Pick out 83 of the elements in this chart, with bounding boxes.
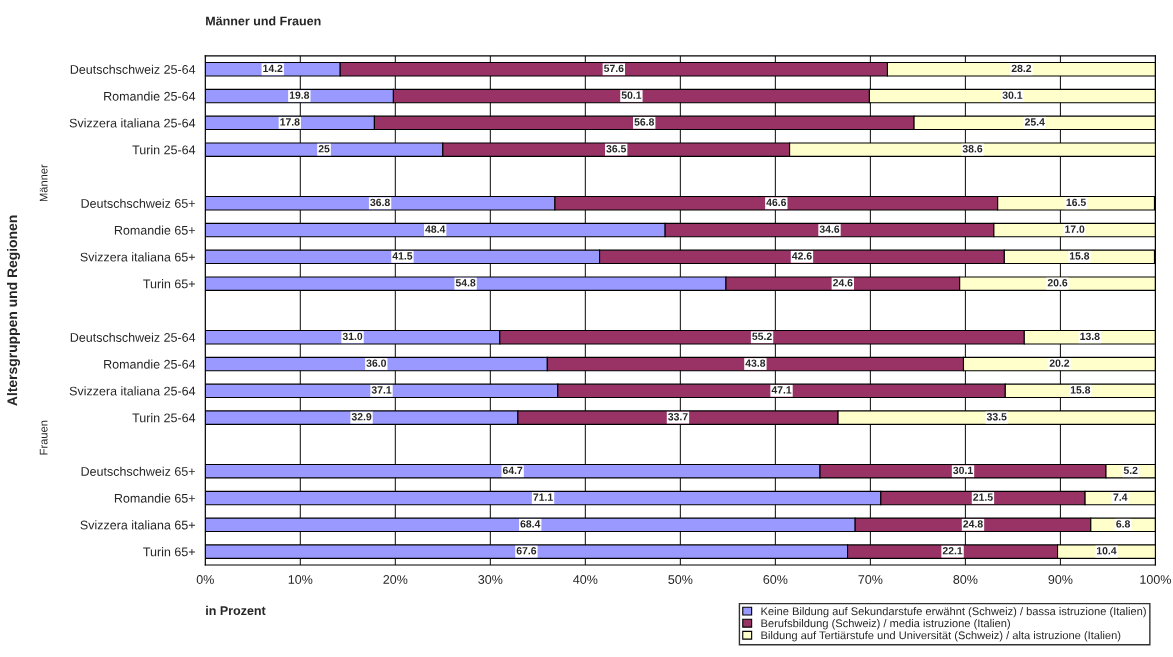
data-label: 31.0 xyxy=(342,332,363,341)
data-label: 20.6 xyxy=(1047,279,1068,287)
data-label: 33.7 xyxy=(668,413,688,421)
y-tick-label: Turin 65+ xyxy=(143,279,195,289)
data-label: 30.1 xyxy=(1002,91,1023,99)
data-label: 46.6 xyxy=(766,198,787,207)
data-label: 50.1 xyxy=(621,91,642,99)
data-label: 21.5 xyxy=(973,493,993,501)
data-label: 28.2 xyxy=(1011,64,1032,73)
data-label: 36.0 xyxy=(366,359,387,367)
data-label: 25 xyxy=(318,145,330,153)
data-label: 42.6 xyxy=(791,252,812,260)
x-tick-label: 60% xyxy=(763,575,788,584)
data-label: 37.1 xyxy=(371,386,392,394)
y-tick-label: Romandie 25-64 xyxy=(104,359,196,369)
data-label: 6.8 xyxy=(1116,520,1131,528)
data-label: 67.6 xyxy=(516,547,537,555)
legend-label: Keine Bildung auf Sekundarstufe erwähnt (Schweiz) / bassa istruzione (Italien) xyxy=(761,607,1146,618)
data-label: 14.2 xyxy=(263,64,283,72)
data-label: 25.4 xyxy=(1024,118,1045,126)
y-tick-label: Romandie 25-64 xyxy=(104,91,196,101)
x-tick-label: 10% xyxy=(288,575,313,584)
text: Frauen xyxy=(39,420,48,455)
data-label: 43.8 xyxy=(745,359,766,367)
data-label: 5.2 xyxy=(1123,466,1138,475)
data-label: 16.5 xyxy=(1066,198,1086,207)
data-label: 55.2 xyxy=(752,332,772,341)
legend-label: Berufsbildung (Schweiz) / media istruzione (Italien) xyxy=(761,619,1010,630)
y-tick-label: Turin 25-64 xyxy=(132,145,196,155)
y-tick-label: Romandie 65+ xyxy=(114,493,195,503)
data-label: 48.4 xyxy=(425,225,446,233)
data-label: 71.1 xyxy=(533,493,553,501)
data-label: 24.8 xyxy=(963,520,983,528)
x-tick-label: 70% xyxy=(858,575,883,584)
y-tick-label: Romandie 65+ xyxy=(114,225,195,235)
data-label: 32.9 xyxy=(351,413,372,421)
y-axis-title: Altersgruppen und Regionen xyxy=(6,215,20,406)
x-tick-label: 30% xyxy=(478,575,503,584)
data-label: 30.1 xyxy=(953,466,973,475)
x-tick-label: 80% xyxy=(953,575,978,584)
x-tick-label: 100% xyxy=(1140,575,1171,584)
data-label: 36.8 xyxy=(370,198,390,207)
data-label: 36.5 xyxy=(606,145,627,153)
x-tick-label: 40% xyxy=(573,575,598,584)
data-label: 54.8 xyxy=(455,279,476,287)
x-tick-label: 0% xyxy=(196,575,214,584)
y-tick-label: Turin 65+ xyxy=(143,547,195,557)
y-tick-label: Svizzera italiana 65+ xyxy=(80,520,195,530)
data-label: 19.8 xyxy=(289,91,310,99)
data-label: 47.1 xyxy=(771,386,792,394)
data-label: 17.8 xyxy=(280,118,300,126)
data-label: 13.8 xyxy=(1080,332,1100,341)
y-tick-label: Deutschschweiz 25-64 xyxy=(70,64,196,74)
y-tick-label: Deutschschweiz 65+ xyxy=(81,198,195,208)
x-tick-label: 90% xyxy=(1048,575,1073,584)
y-tick-label: Deutschschweiz 25-64 xyxy=(70,332,196,342)
data-label: 15.8 xyxy=(1070,386,1091,394)
data-label: 64.7 xyxy=(502,466,523,475)
data-label: 34.6 xyxy=(819,225,840,233)
y-tick-label: Svizzera italiana 65+ xyxy=(80,252,195,262)
data-label: 20.2 xyxy=(1049,359,1070,367)
y-tick-label: Svizzera italiana 25-64 xyxy=(69,118,196,128)
y-tick-label: Deutschschweiz 65+ xyxy=(81,466,195,476)
data-label: 41.5 xyxy=(392,252,413,260)
data-label: 24.6 xyxy=(833,279,853,287)
chart-title: Männer und Frauen xyxy=(206,16,321,26)
x-tick-label: 50% xyxy=(668,575,693,584)
data-label: 56.8 xyxy=(634,118,655,126)
data-label: 38.6 xyxy=(962,145,983,153)
data-label: 57.6 xyxy=(604,64,624,73)
data-label: 17.0 xyxy=(1065,225,1085,233)
data-label: 15.8 xyxy=(1069,252,1090,260)
data-label: 10.4 xyxy=(1096,547,1117,555)
y-tick-label: Turin 25-64 xyxy=(132,413,196,423)
data-label: 68.4 xyxy=(520,520,541,528)
data-label: 7.4 xyxy=(1113,493,1128,501)
data-label: 22.1 xyxy=(942,547,963,555)
text: Männer xyxy=(39,164,48,202)
legend-label: Bildung auf Tertiärstufe und Universität (Schweiz) / alta istruzione (Italien) xyxy=(761,631,1121,642)
x-tick-label: 20% xyxy=(383,575,408,584)
y-tick-label: Svizzera italiana 25-64 xyxy=(69,386,196,396)
x-axis-title: in Prozent xyxy=(206,605,266,616)
data-label: 33.5 xyxy=(986,413,1007,421)
